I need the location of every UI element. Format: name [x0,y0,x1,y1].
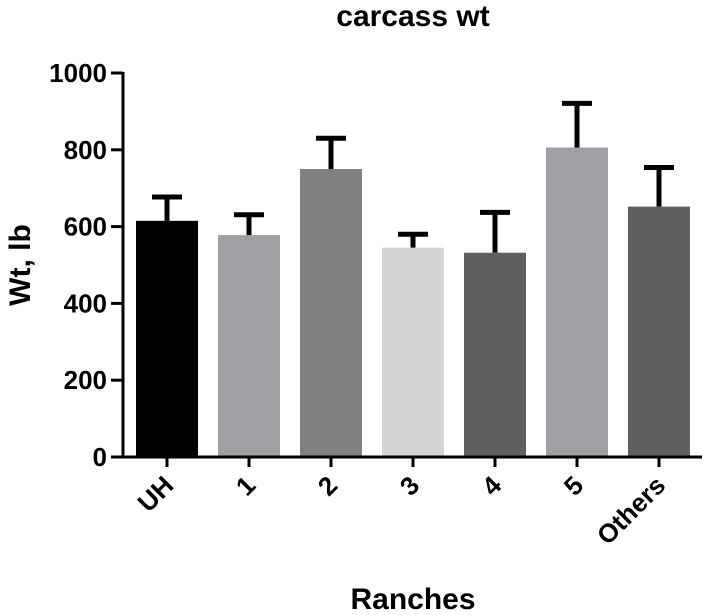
x-tick-label: 3 [394,470,425,501]
y-tick-label: 600 [64,212,107,242]
axes-group [121,72,702,467]
bars-group [136,147,690,457]
bar-2 [300,169,362,457]
y-tick-label: 1000 [49,58,107,88]
y-tick-label: 0 [93,442,107,472]
error-bars-group [152,100,674,253]
x-tick-label: 4 [476,470,508,502]
x-tick-label: 5 [558,470,589,501]
y-ticks-group: 0 200 400 600 800 1000 [49,58,123,472]
x-tick-label: UH [131,470,179,518]
x-tick-label: 2 [312,470,343,501]
bar-uh [136,220,198,457]
bar-5 [546,147,608,457]
x-tick-label: 1 [230,470,261,501]
chart-title: carcass wt [336,0,489,33]
x-tick-label: Others [591,470,671,550]
bar-4 [464,252,526,457]
bar-3 [382,247,444,457]
y-tick-label: 800 [64,135,107,165]
y-tick-label: 400 [64,288,107,318]
bar-1 [218,235,280,457]
x-ticks-group: UH 1 2 3 4 5 Others [131,470,671,551]
x-axis-label: Ranches [350,583,475,615]
y-axis-label: Wt, lb [4,224,37,306]
y-tick-label: 200 [64,365,107,395]
bar-others [628,206,690,457]
